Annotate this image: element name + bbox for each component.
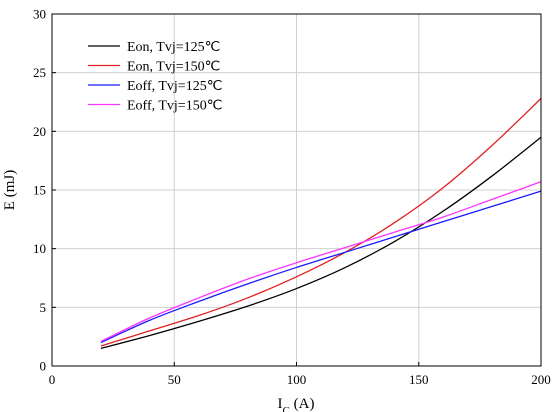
y-tick-label: 5 (40, 300, 47, 315)
y-tick-label: 15 (33, 183, 46, 198)
y-tick-label: 25 (33, 65, 46, 80)
x-axis-title-unit: (A) (290, 396, 315, 412)
x-tick-label: 50 (168, 372, 181, 387)
y-tick-label: 0 (40, 359, 47, 374)
x-tick-label: 0 (49, 372, 56, 387)
x-axis-title-subscript: C (283, 405, 290, 412)
legend-label-3: Eoff, Tvj=125℃ (127, 79, 222, 94)
y-tick-label: 20 (33, 124, 46, 139)
legend-label-4: Eoff, Tvj=150℃ (127, 99, 222, 114)
series-line-3 (100, 190, 542, 344)
y-tick-label: 30 (33, 7, 46, 22)
y-tick-label: 10 (33, 241, 46, 256)
x-tick-label: 150 (409, 372, 429, 387)
legend-label-1: Eon, Tvj=125℃ (127, 40, 220, 55)
series-line-2 (100, 98, 542, 347)
legend-label-2: Eon, Tvj=150℃ (127, 60, 220, 75)
series-lines (100, 98, 542, 350)
x-tick-label: 100 (287, 372, 307, 387)
series-line-4 (100, 181, 542, 342)
grid (52, 14, 541, 366)
ticks: 0 50 100 150 200 0 5 10 15 20 25 30 (33, 7, 551, 388)
x-tick-label: 200 (531, 372, 551, 387)
x-axis-title-main: I (278, 396, 283, 412)
series-line-1 (100, 136, 542, 350)
x-axis-title: IC (A) (278, 396, 315, 412)
legend: Eon, Tvj=125℃ Eon, Tvj=150℃ Eoff, Tvj=125℃… (88, 40, 222, 114)
y-axis-title: E (mJ) (2, 170, 18, 210)
